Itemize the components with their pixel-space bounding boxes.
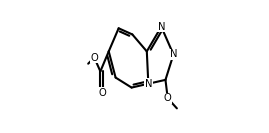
Text: O: O bbox=[98, 88, 106, 98]
Text: N: N bbox=[158, 22, 165, 32]
Text: N: N bbox=[170, 49, 177, 59]
Text: O: O bbox=[164, 93, 172, 103]
Text: N: N bbox=[144, 79, 152, 89]
Text: O: O bbox=[90, 53, 98, 63]
